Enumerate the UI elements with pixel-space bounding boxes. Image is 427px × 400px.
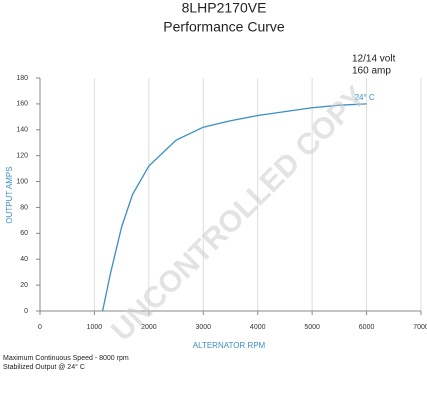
x-tick-label: 2000 [141, 324, 157, 331]
watermark: UNCONTROLLED COPY [105, 80, 372, 347]
y-tick-label: 180 [16, 75, 28, 82]
y-tick-label: 160 [16, 101, 28, 108]
annotation: 160 amp [352, 66, 391, 77]
x-tick-label: 3000 [195, 324, 211, 331]
x-tick-label: 4000 [250, 324, 266, 331]
note: Maximum Continuous Speed - 8000 rpm [3, 355, 129, 362]
chart-subtitle: Performance Curve [163, 19, 285, 35]
x-tick-label: 7000 [413, 324, 427, 331]
note: Stabilized Output @ 24° C [3, 363, 85, 371]
y-axis-label: OUTPUT AMPS [5, 166, 14, 223]
y-tick-label: 100 [16, 178, 28, 185]
legend-label: 24° C [355, 93, 375, 102]
y-tick-label: 20 [20, 282, 28, 289]
x-axis-label: ALTERNATOR RPM [193, 341, 266, 350]
chart-title: 8LHP2170VE [182, 0, 267, 16]
x-tick-label: 5000 [304, 324, 320, 331]
y-tick-label: 0 [24, 308, 28, 315]
x-tick-label: 1000 [87, 324, 103, 331]
y-tick-label: 40 [20, 256, 28, 263]
annotation: 12/14 volt [352, 54, 396, 65]
line [101, 103, 367, 312]
x-tick-label: 6000 [359, 324, 375, 331]
y-tick-label: 120 [16, 153, 28, 160]
y-tick-label: 80 [20, 204, 28, 211]
x-tick-label: 0 [38, 324, 42, 331]
y-tick-label: 140 [16, 127, 28, 134]
y-tick-label: 60 [20, 230, 28, 237]
